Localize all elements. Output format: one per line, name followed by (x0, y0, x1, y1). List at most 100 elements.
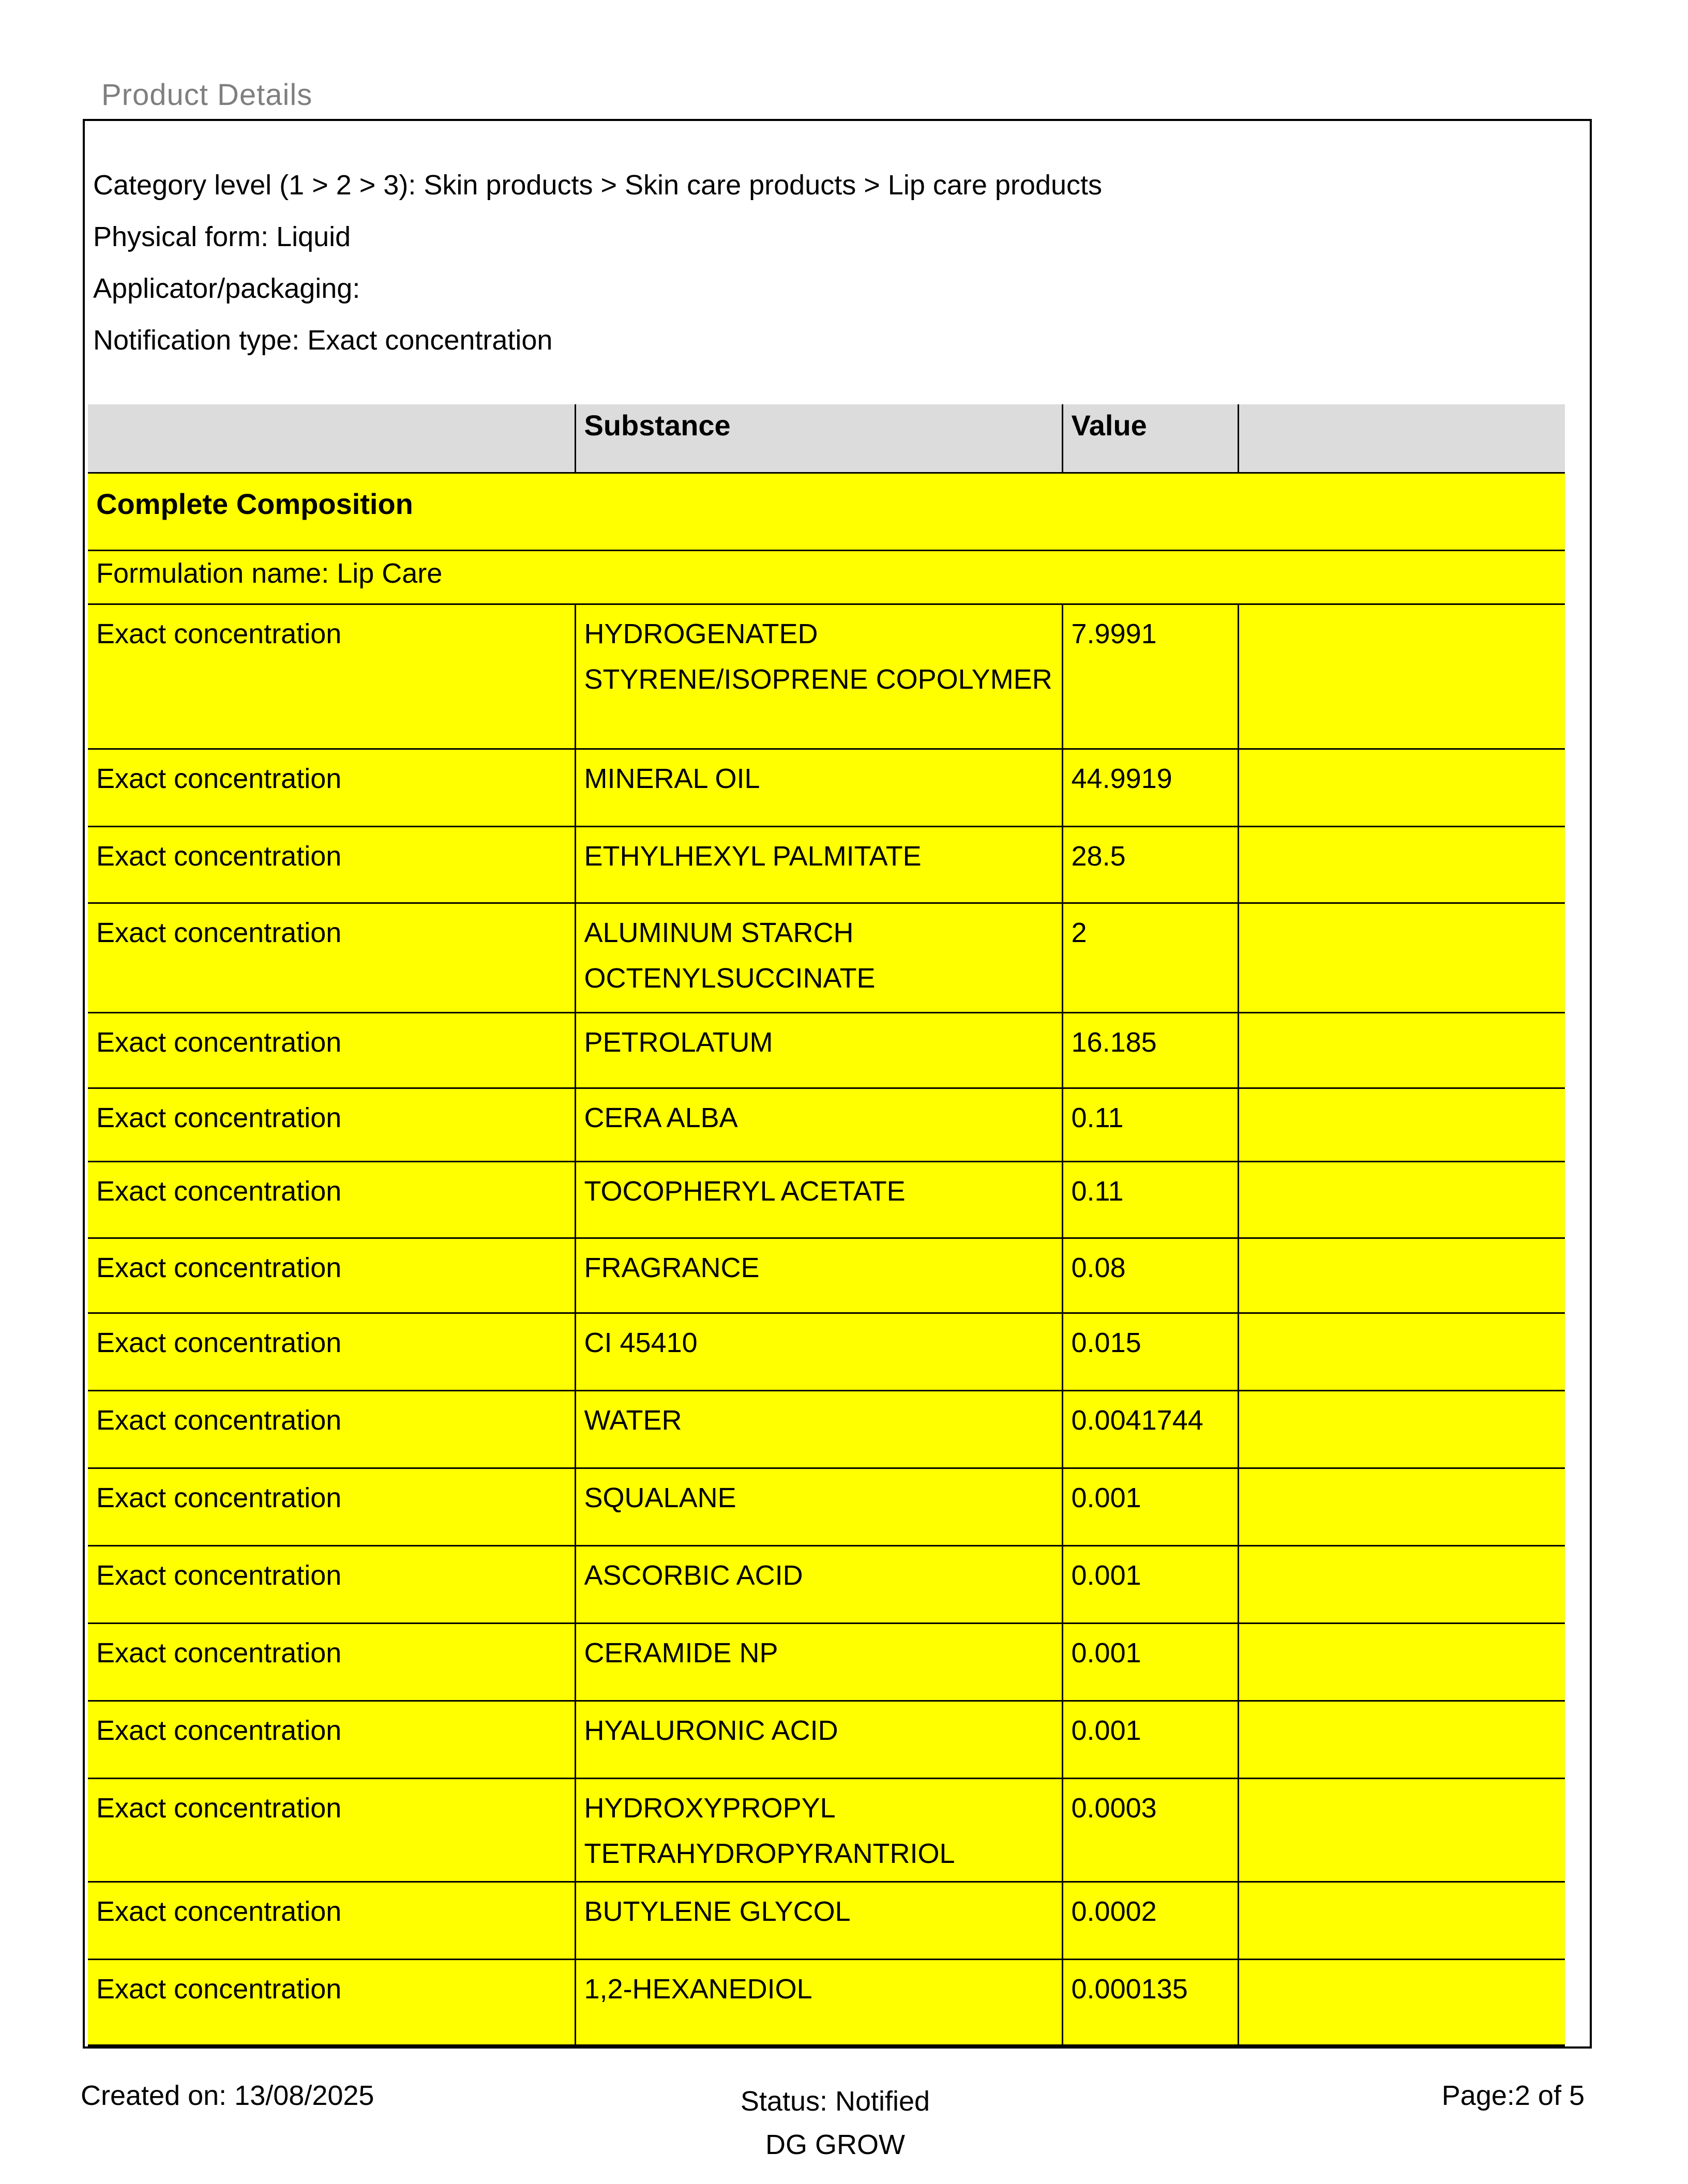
value-cell: 0.001 (1062, 1700, 1239, 1778)
value-cell: 7.9991 (1062, 603, 1239, 749)
page-title: Product Details (101, 78, 313, 112)
empty-cell (1238, 1777, 1565, 1882)
table-row: Exact concentration FRAGRANCE 0.08 (88, 1237, 1565, 1313)
column-header-empty-right (1238, 404, 1565, 473)
type-cell: Exact concentration (88, 1958, 576, 2046)
footer-page-number: Page:2 of 5 (1441, 2080, 1585, 2111)
footer-created-on: Created on: 13/08/2025 (81, 2080, 374, 2111)
substance-cell: SQUALANE (575, 1467, 1063, 1545)
substance-cell: ASCORBIC ACID (575, 1544, 1063, 1623)
substance-cell: 1,2-HEXANEDIOL (575, 1958, 1063, 2046)
empty-cell (1238, 1700, 1565, 1778)
type-cell: Exact concentration (88, 1312, 576, 1390)
type-cell: Exact concentration (88, 825, 576, 903)
column-header-substance: Substance (575, 404, 1063, 473)
value-cell: 0.0003 (1062, 1777, 1239, 1882)
product-details-box: Category level (1 > 2 > 3): Skin product… (83, 119, 1592, 2049)
notification-type-line: Notification type: Exact concentration (93, 325, 553, 356)
type-cell: Exact concentration (88, 1237, 576, 1313)
value-cell: 0.001 (1062, 1622, 1239, 1701)
empty-cell (1238, 1958, 1565, 2046)
empty-cell (1238, 1389, 1565, 1468)
value-cell: 28.5 (1062, 825, 1239, 903)
type-cell: Exact concentration (88, 1880, 576, 1959)
empty-cell (1238, 1622, 1565, 1701)
substance-cell: HYALURONIC ACID (575, 1700, 1063, 1778)
footer-status-block: Status: Notified DG GROW (0, 2080, 1670, 2166)
type-cell: Exact concentration (88, 1087, 576, 1161)
section-header-row: Complete Composition (88, 472, 1565, 550)
table-row: Exact concentration SQUALANE 0.001 (88, 1467, 1565, 1545)
empty-cell (1238, 1087, 1565, 1161)
table-row: Exact concentration HYALURONIC ACID 0.001 (88, 1700, 1565, 1778)
empty-cell (1238, 748, 1565, 826)
product-summary: Category level (1 > 2 > 3): Skin product… (93, 159, 1102, 366)
value-cell: 0.0041744 (1062, 1389, 1239, 1468)
empty-cell (1238, 1544, 1565, 1623)
composition-table: Substance Value Complete Composition For… (88, 404, 1565, 2049)
physical-form-line: Physical form: Liquid (93, 221, 351, 252)
value-cell: 0.001 (1062, 1467, 1239, 1545)
substance-cell: CERAMIDE NP (575, 1622, 1063, 1701)
table-row: Exact concentration 1,2-HEXANEDIOL 0.00013… (88, 1958, 1565, 2046)
footer-org: DG GROW (765, 2129, 905, 2160)
table-row: Exact concentration PETROLATUM 16.185 (88, 1011, 1565, 1088)
category-level-line: Category level (1 > 2 > 3): Skin product… (93, 170, 1103, 201)
empty-cell (1238, 1160, 1565, 1238)
value-cell: 0.08 (1062, 1237, 1239, 1313)
type-cell: Exact concentration (88, 748, 576, 826)
value-cell: 0.0002 (1062, 1880, 1239, 1959)
column-header-empty-left (88, 404, 576, 473)
substance-cell: CI 45410 (575, 1312, 1063, 1390)
formulation-name-label: Formulation name: Lip Care (88, 549, 1565, 604)
table-row: Exact concentration MINERAL OIL 44.9919 (88, 748, 1565, 826)
table-row: Exact concentration CERAMIDE NP 0.001 (88, 1622, 1565, 1701)
table-row: Exact concentration HYDROGENATED STYRENE/… (88, 603, 1565, 749)
table-row: Exact concentration CI 45410 0.015 (88, 1312, 1565, 1390)
table-row: Exact concentration BUTYLENE GLYCOL 0.0002 (88, 1880, 1565, 1959)
type-cell: Exact concentration (88, 1622, 576, 1701)
empty-cell (1238, 603, 1565, 749)
value-cell: 2 (1062, 902, 1239, 1012)
substance-cell: ETHYLHEXYL PALMITATE (575, 825, 1063, 903)
table-row: Exact concentration CERA ALBA 0.11 (88, 1087, 1565, 1161)
value-cell: 0.000135 (1062, 1958, 1239, 2046)
value-cell: 0.001 (1062, 1544, 1239, 1623)
substance-cell: TOCOPHERYL ACETATE (575, 1160, 1063, 1238)
substance-cell: ALUMINUM STARCH OCTENYLSUCCINATE (575, 902, 1063, 1012)
value-cell: 0.11 (1062, 1160, 1239, 1238)
type-cell: Exact concentration (88, 902, 576, 1012)
empty-cell (1238, 1237, 1565, 1313)
table-row: Exact concentration ASCORBIC ACID 0.001 (88, 1544, 1565, 1623)
substance-cell: PETROLATUM (575, 1011, 1063, 1088)
empty-cell (1238, 902, 1565, 1012)
substance-cell: HYDROGENATED STYRENE/ISOPRENE COPOLYMER (575, 603, 1063, 749)
value-cell: 0.11 (1062, 1087, 1239, 1161)
type-cell: Exact concentration (88, 1389, 576, 1468)
footer-status: Status: Notified (740, 2086, 930, 2117)
value-cell: 16.185 (1062, 1011, 1239, 1088)
empty-cell (1238, 1880, 1565, 1959)
substance-cell: CERA ALBA (575, 1087, 1063, 1161)
type-cell: Exact concentration (88, 1160, 576, 1238)
substance-cell: BUTYLENE GLYCOL (575, 1880, 1063, 1959)
table-row: Exact concentration WATER 0.0041744 (88, 1389, 1565, 1468)
substance-cell: WATER (575, 1389, 1063, 1468)
empty-cell (1238, 1312, 1565, 1390)
type-cell: Exact concentration (88, 1467, 576, 1545)
substance-cell: HYDROXYPROPYL TETRAHYDROPYRANTRIOL (575, 1777, 1063, 1882)
type-cell: Exact concentration (88, 1777, 576, 1882)
applicator-packaging-line: Applicator/packaging: (93, 273, 360, 304)
table-row: Exact concentration HYDROXYPROPYL TETRAHY… (88, 1777, 1565, 1882)
empty-cell (1238, 825, 1565, 903)
type-cell: Exact concentration (88, 1544, 576, 1623)
value-cell: 0.015 (1062, 1312, 1239, 1390)
type-cell: Exact concentration (88, 1700, 576, 1778)
value-cell: 44.9919 (1062, 748, 1239, 826)
type-cell: Exact concentration (88, 1011, 576, 1088)
empty-cell (1238, 1011, 1565, 1088)
table-row: Exact concentration TOCOPHERYL ACETATE 0.1… (88, 1160, 1565, 1238)
table-header-row: Substance Value (88, 404, 1565, 473)
type-cell: Exact concentration (88, 603, 576, 749)
formulation-name-row: Formulation name: Lip Care (88, 549, 1565, 604)
